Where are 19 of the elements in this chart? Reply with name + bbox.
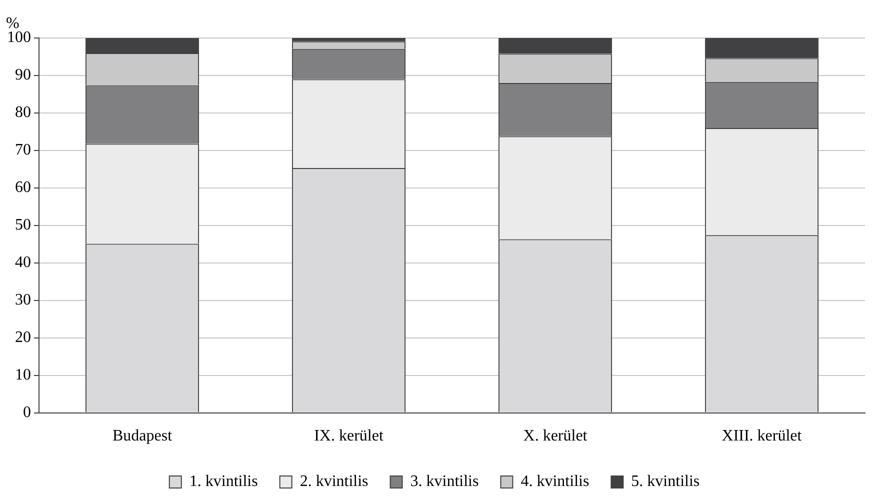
x-tick-label: XIII. kerület <box>722 428 802 445</box>
y-tick-label: 50 <box>15 216 31 234</box>
y-tick-label: 40 <box>15 254 31 272</box>
y-tick-label: 20 <box>15 329 31 346</box>
legend-label: 3. kvintilis <box>410 473 479 490</box>
y-tick-label: 70 <box>15 142 31 159</box>
x-tick-label: IX. kerület <box>314 428 384 445</box>
y-tick-label: 30 <box>15 292 31 309</box>
y-tick-label: 90 <box>15 66 31 84</box>
legend-label: 4. kvintilis <box>520 473 590 490</box>
legend-label: 1. kvintilis <box>189 473 258 490</box>
x-tick-label: Budapest <box>112 428 173 445</box>
legend-label: 2. kvintilis <box>300 473 368 490</box>
y-tick-label: 10 <box>15 366 31 384</box>
legend-label: 5. kvintilis <box>631 473 700 490</box>
y-tick-label: 0 <box>23 404 31 422</box>
y-tick-label: 80 <box>15 104 31 122</box>
y-tick-label: 60 <box>15 179 31 196</box>
x-tick-label: X. kerület <box>523 428 588 445</box>
